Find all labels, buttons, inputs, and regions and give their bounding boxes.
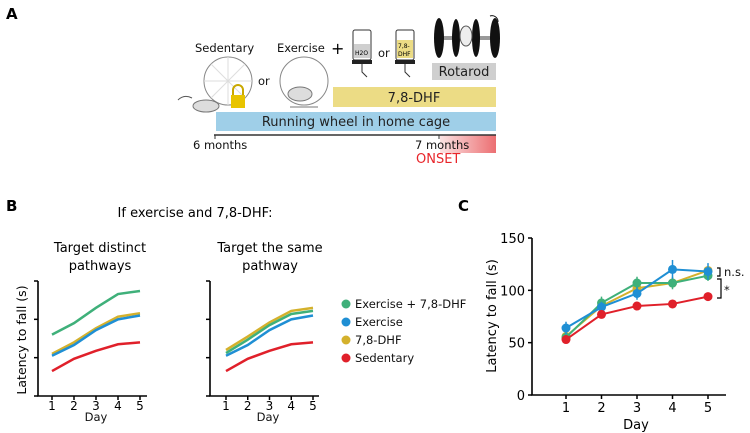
- padlock-icon: [231, 84, 245, 108]
- series-line-exercise: [51, 314, 141, 357]
- chart-c-xlabel: Day: [623, 418, 649, 433]
- legend-dot-exercise: [341, 317, 351, 327]
- legend-label-dhf: 7,8-DHF: [355, 333, 402, 347]
- or-label: or: [258, 74, 270, 88]
- or-label-2: or: [378, 46, 390, 60]
- chart-b-ylabel: Latency to fall (s): [14, 285, 29, 394]
- chart2-xlabel: Day: [257, 410, 280, 424]
- data-point: [632, 288, 642, 298]
- x-tick-label: 5: [309, 399, 317, 413]
- chart1-title-2: pathways: [69, 259, 132, 274]
- data-point: [561, 323, 571, 333]
- x-tick-label: 4: [668, 401, 676, 416]
- x-tick-label: 4: [114, 399, 122, 413]
- legend-dot-dhf: [341, 335, 351, 345]
- ns-bracket: [717, 267, 721, 277]
- x-tick-label: 5: [136, 399, 144, 413]
- data-point: [597, 302, 606, 312]
- chart-rotarod-latency: 0 50 100 150 1 2 3 4 5: [500, 232, 726, 416]
- data-point: [668, 278, 677, 288]
- data-point: [668, 299, 677, 309]
- legend: Exercise + 7,8-DHF Exercise 7,8-DHF Sede…: [341, 297, 466, 365]
- chart2-title-2: pathway: [242, 259, 298, 274]
- water-label: H2O: [355, 50, 368, 57]
- drug-bottle-icon: 7,8- DHF: [395, 29, 415, 78]
- panel-label-c: C: [458, 197, 469, 215]
- drug-label-1: 7,8-: [398, 43, 410, 50]
- series-line-exercise: [225, 314, 314, 357]
- x-tick-label: 1: [222, 399, 230, 413]
- x-tick-label: 3: [633, 401, 641, 416]
- series-line-exercise-7-8-dhf: [225, 309, 314, 355]
- x-tick-label: 2: [597, 401, 605, 416]
- wheel-bar: [216, 112, 496, 131]
- series-line-sedentary: [51, 341, 141, 373]
- data-point: [561, 335, 571, 345]
- x-tick-label: 2: [244, 399, 252, 413]
- x-tick-label: 1: [48, 399, 56, 413]
- x-tick-label: 5: [704, 401, 712, 416]
- series-line-7-8-dhf: [225, 306, 314, 352]
- legend-dot-sedentary: [341, 353, 351, 363]
- locked-wheel-icon: [177, 56, 253, 113]
- series-line-7-8-dhf: [51, 311, 141, 355]
- onset-label: ONSET: [416, 152, 460, 167]
- plus-sign: +: [331, 39, 344, 58]
- data-point: [703, 292, 713, 302]
- sig-annotation: *: [724, 283, 730, 297]
- panel-label-a: A: [6, 5, 18, 23]
- panel-label-b: B: [6, 197, 17, 215]
- legend-label-combined: Exercise + 7,8-DHF: [355, 297, 466, 311]
- x-tick-label: 1: [562, 401, 570, 416]
- legend-label-exercise: Exercise: [355, 315, 403, 329]
- x-tick-label: 3: [266, 399, 274, 413]
- rotarod-box: [432, 63, 496, 80]
- legend-label-sedentary: Sedentary: [355, 351, 414, 365]
- y-tick-label: 150: [500, 232, 525, 247]
- drug-bar-label: 7,8-DHF: [388, 91, 441, 106]
- ns-annotation: n.s.: [724, 265, 745, 279]
- legend-dot-combined: [341, 299, 351, 309]
- series-line-sedentary: [225, 341, 314, 373]
- y-tick-label: 0: [517, 389, 525, 404]
- x-tick-label: 4: [287, 399, 295, 413]
- chart1-xlabel: Day: [85, 410, 108, 424]
- axis-lines: [37, 281, 147, 397]
- y-tick-label: 50: [508, 337, 525, 352]
- rotarod-icon: [434, 15, 500, 58]
- series-line-exercise-7-8-dhf: [51, 289, 141, 336]
- x-tick-label: 2: [70, 399, 78, 413]
- drug-bar: [333, 87, 496, 107]
- start-label: 6 months: [193, 138, 247, 152]
- exercise-label: Exercise: [277, 41, 325, 55]
- axis-lines: [209, 281, 319, 397]
- rotarod-label: Rotarod: [439, 65, 490, 80]
- chart2-title-1: Target the same: [216, 241, 322, 256]
- data-point: [632, 278, 642, 288]
- sedentary-label: Sedentary: [195, 41, 254, 55]
- sig-bracket: [717, 278, 722, 299]
- onset-gradient: [440, 135, 496, 153]
- water-bottle-icon: H2O: [352, 29, 372, 78]
- panel-b-title: If exercise and 7,8-DHF:: [118, 206, 273, 221]
- drug-label-2: DHF: [398, 51, 411, 58]
- x-tick-label: 3: [92, 399, 100, 413]
- chart1-title-1: Target distinct: [53, 241, 146, 256]
- y-tick-label: 100: [500, 284, 525, 299]
- axis-lines: [531, 238, 726, 396]
- data-point: [632, 301, 642, 311]
- chart-c-ylabel: Latency to fall (s): [485, 259, 500, 373]
- data-point: [703, 266, 713, 276]
- data-point: [668, 264, 677, 274]
- wheel-bar-label: Running wheel in home cage: [262, 115, 450, 130]
- end-label: 7 months: [415, 138, 469, 152]
- exercise-wheel-icon: [279, 56, 329, 108]
- data-point: [597, 309, 606, 319]
